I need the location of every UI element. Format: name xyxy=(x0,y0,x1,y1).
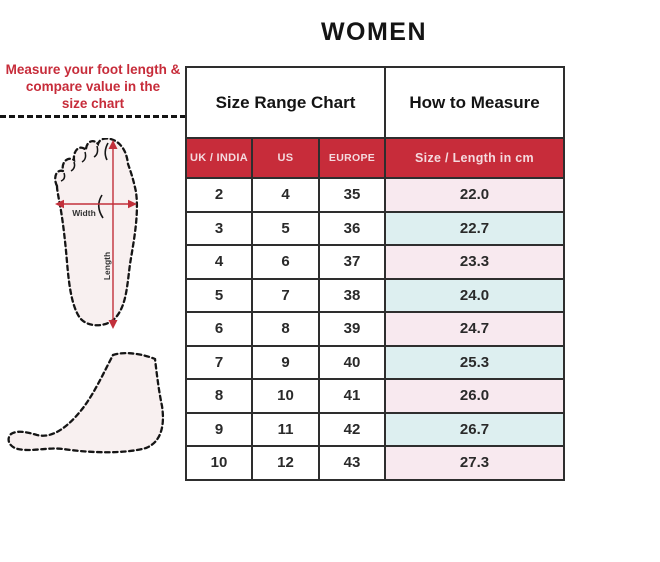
length-arrowhead-top xyxy=(108,140,118,149)
cell-eu: 40 xyxy=(317,344,387,380)
cell-cm: 25.3 xyxy=(384,344,566,380)
cell-uk: 5 xyxy=(185,277,253,313)
table-row: 2 4 35 22.0 xyxy=(185,177,566,213)
table-column-header-row: UK / INDIA US EUROPE Size / Length in cm xyxy=(185,137,566,179)
table-group-header-row: Size Range Chart How to Measure xyxy=(184,66,566,139)
cell-cm: 27.3 xyxy=(384,445,566,481)
cell-us: 11 xyxy=(251,411,320,447)
table-row: 4 6 37 23.3 xyxy=(185,244,566,280)
cell-eu: 36 xyxy=(317,210,387,246)
cell-us: 6 xyxy=(251,244,320,280)
table-row: 8 10 41 26.0 xyxy=(185,378,566,414)
toe-crease-1 xyxy=(104,142,109,161)
table-row: 5 7 38 24.0 xyxy=(185,277,566,313)
cell-uk: 3 xyxy=(185,210,253,246)
cell-uk: 8 xyxy=(185,378,253,414)
cell-us: 10 xyxy=(251,378,320,414)
toe-crease-2 xyxy=(93,145,99,158)
cell-cm: 24.0 xyxy=(384,277,566,313)
cell-cm: 23.3 xyxy=(384,244,566,280)
cell-uk: 4 xyxy=(185,244,253,280)
cell-cm: 26.7 xyxy=(384,411,566,447)
cell-us: 8 xyxy=(251,311,320,347)
width-arrowhead-right xyxy=(128,199,137,209)
instruction-line-3: size chart xyxy=(61,96,125,111)
cell-eu: 41 xyxy=(317,378,387,414)
table-row: 6 8 39 24.7 xyxy=(185,311,566,347)
cell-eu: 43 xyxy=(317,445,387,481)
width-arrowhead-left xyxy=(55,199,64,209)
length-arrowhead-bottom xyxy=(108,320,118,329)
cell-eu: 39 xyxy=(317,311,387,347)
width-label: Width xyxy=(72,208,96,218)
cell-uk: 2 xyxy=(185,177,253,213)
column-header-europe: EUROPE xyxy=(317,137,387,179)
foot-sole-outline xyxy=(54,138,139,327)
column-header-size-length-cm: Size / Length in cm xyxy=(384,137,566,179)
cell-uk: 9 xyxy=(185,411,253,447)
cell-us: 4 xyxy=(251,177,320,213)
cell-us: 7 xyxy=(251,277,320,313)
toe-crease-5 xyxy=(60,172,66,182)
foot-sole-diagram: Width Length xyxy=(54,138,139,329)
cell-cm: 24.7 xyxy=(384,311,566,347)
cell-uk: 10 xyxy=(185,445,253,481)
size-range-table: Size Range Chart How to Measure UK / IND… xyxy=(184,66,566,481)
foot-side-outline xyxy=(7,352,165,454)
ball-crease-mark xyxy=(97,194,104,219)
cell-eu: 35 xyxy=(317,177,387,213)
cell-cm: 22.7 xyxy=(384,210,566,246)
size-range-chart-header: Size Range Chart xyxy=(184,66,387,139)
cell-cm: 26.0 xyxy=(384,378,566,414)
page-title: WOMEN xyxy=(320,18,428,46)
column-header-uk-india: UK / INDIA xyxy=(185,137,253,179)
toe-crease-3 xyxy=(81,151,87,163)
cell-cm: 22.0 xyxy=(384,177,566,213)
length-label: Length xyxy=(102,252,112,280)
how-to-measure-header: How to Measure xyxy=(384,66,566,139)
instruction-note: Measure your foot length & compare value… xyxy=(2,61,184,112)
cell-us: 12 xyxy=(251,445,320,481)
cell-eu: 42 xyxy=(317,411,387,447)
foot-side-diagram xyxy=(7,352,165,454)
dashed-divider-line xyxy=(0,115,186,118)
instruction-line-2: compare value in the xyxy=(25,79,161,94)
cell-us: 9 xyxy=(251,344,320,380)
cell-eu: 37 xyxy=(317,244,387,280)
column-header-us: US xyxy=(251,137,320,179)
table-row: 10 12 43 27.3 xyxy=(185,445,566,481)
cell-us: 5 xyxy=(251,210,320,246)
instruction-line-1: Measure your foot length & xyxy=(5,62,181,77)
cell-eu: 38 xyxy=(317,277,387,313)
toe-crease-4 xyxy=(70,161,76,172)
cell-uk: 7 xyxy=(185,344,253,380)
table-row: 7 9 40 25.3 xyxy=(185,344,566,380)
table-row: 9 11 42 26.7 xyxy=(185,411,566,447)
table-row: 3 5 36 22.7 xyxy=(185,210,566,246)
cell-uk: 6 xyxy=(185,311,253,347)
